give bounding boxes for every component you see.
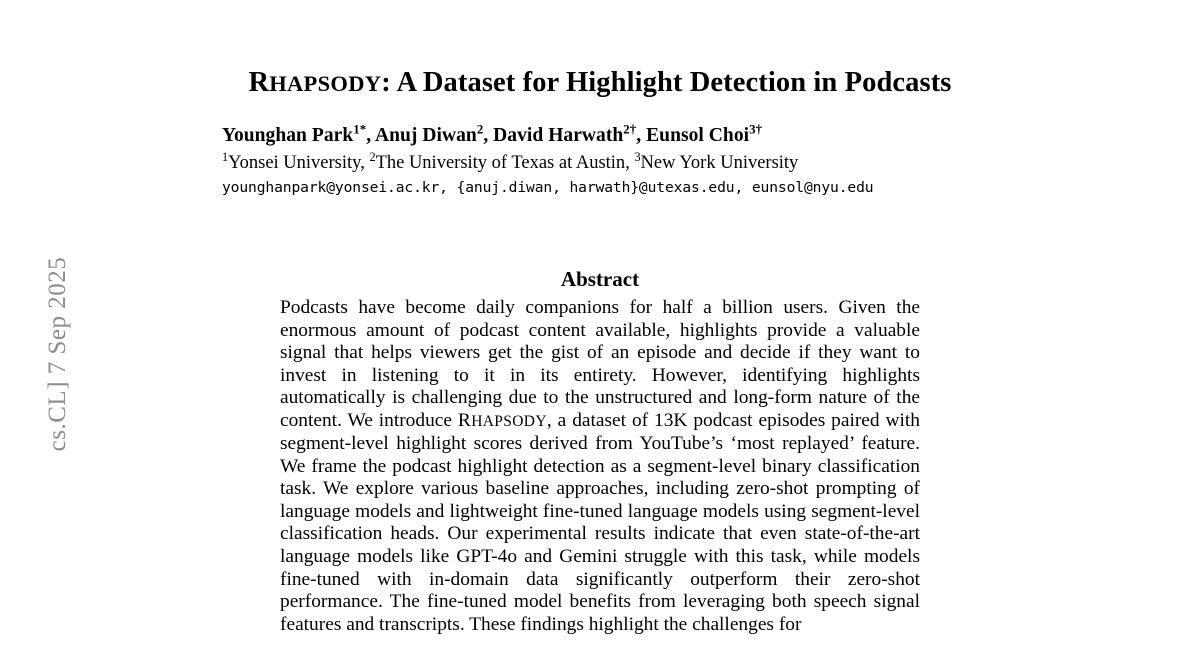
author-separator: ,	[483, 125, 494, 146]
affiliation-name: New York University	[640, 153, 799, 174]
author-name: David Harwath	[493, 125, 624, 146]
author-affiliation-marker: 1*	[353, 122, 367, 137]
author-affiliation-marker: 3†	[749, 122, 763, 137]
email-list: younghanpark@yonsei.ac.kr, {anuj.diwan, …	[222, 179, 874, 197]
title-acronym-lead: R	[248, 67, 270, 99]
abstract-acronym-lead: R	[457, 409, 472, 431]
affiliation-list: 1Yonsei University, 2The University of T…	[222, 151, 982, 175]
author-name: Younghan Park	[222, 125, 354, 146]
author-name: Eunsol Choi	[646, 125, 750, 146]
affiliation-separator: ,	[625, 153, 635, 174]
author-separator: ,	[366, 125, 375, 146]
author-name: Anuj Diwan	[375, 125, 477, 146]
title-remainder: : A Dataset for Highlight Detection in P…	[381, 67, 952, 99]
author-list: Younghan Park1*, Anuj Diwan2, David Harw…	[222, 122, 982, 148]
abstract-text: Podcasts have become daily companions fo…	[280, 297, 920, 636]
author-affiliation-marker: 2†	[623, 122, 637, 137]
author-block: Younghan Park1*, Anuj Diwan2, David Harw…	[222, 122, 982, 198]
page-title: RHAPSODY: A Dataset for Highlight Detect…	[160, 67, 1040, 100]
author-affiliation-marker: 2	[476, 122, 484, 137]
affiliation-marker: 2	[369, 150, 376, 165]
affiliation-separator: ,	[360, 153, 370, 174]
author-separator: ,	[636, 125, 647, 146]
abstract-part-2: , a dataset of 13K podcast episodes pair…	[280, 409, 920, 635]
abstract-heading: Abstract	[560, 267, 640, 292]
abstract-acronym-rest: HAPSODY	[471, 412, 547, 430]
abstract-part-1: Podcasts have become daily companions fo…	[280, 297, 920, 431]
affiliation-marker: 1	[222, 150, 229, 165]
affiliation-marker: 3	[634, 150, 641, 165]
title-acronym-rest: HAPSODY	[269, 71, 382, 97]
affiliation-name: The University of Texas at Austin	[375, 153, 626, 174]
affiliation-name: Yonsei University	[228, 153, 361, 174]
